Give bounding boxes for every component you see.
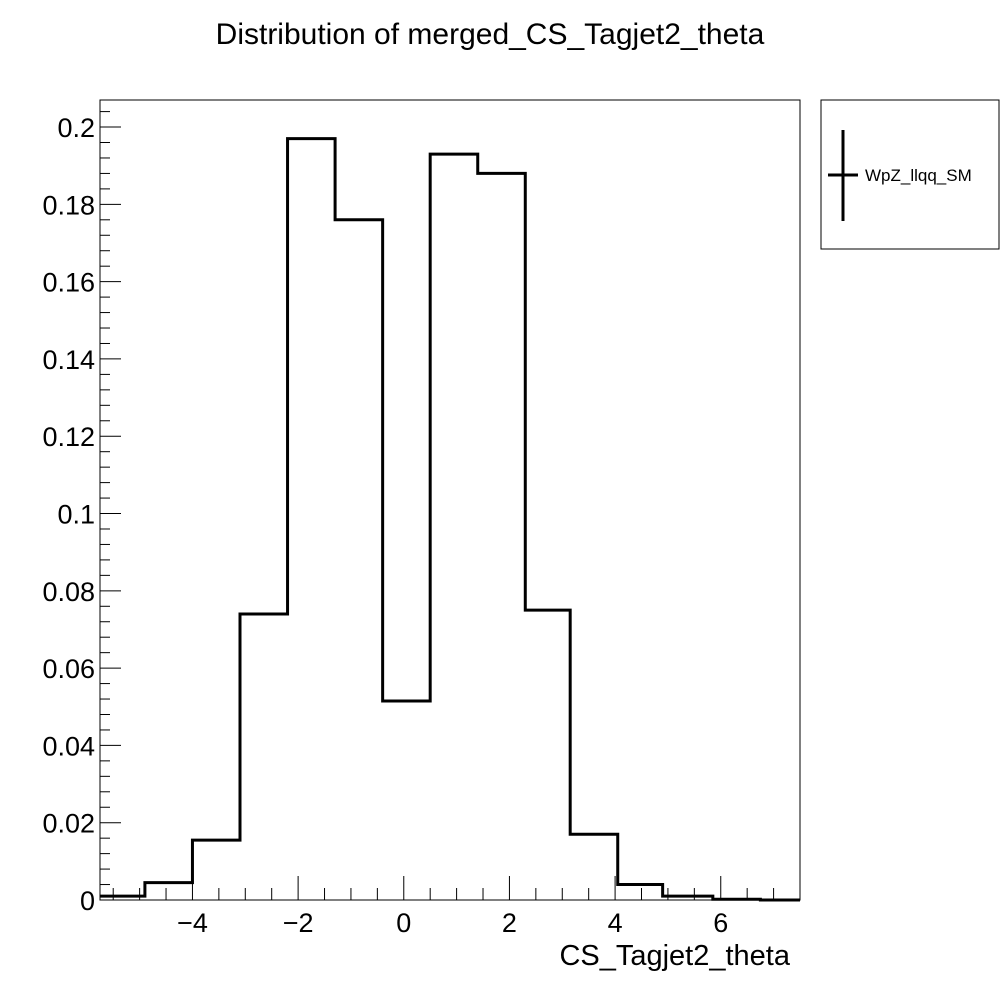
- x-tick-label: −4: [177, 908, 208, 938]
- histogram-bin: [525, 610, 570, 900]
- x-tick-label: 0: [396, 908, 411, 938]
- x-tick-label: −2: [283, 908, 314, 938]
- histogram-bin: [288, 139, 336, 900]
- histogram-bin: [478, 173, 526, 900]
- histogram-bin: [713, 899, 761, 900]
- chart-title: Distribution of merged_CS_Tagjet2_theta: [216, 18, 765, 51]
- y-tick-label: 0.1: [57, 500, 95, 530]
- histogram-bin: [145, 883, 193, 900]
- y-tick-label: 0.04: [42, 731, 95, 761]
- y-tick-label: 0.06: [42, 654, 95, 684]
- histogram-bin: [383, 701, 431, 900]
- x-tick-label: 4: [608, 908, 623, 938]
- histogram-bin: [192, 840, 240, 900]
- histogram-bin: [570, 834, 618, 900]
- y-tick-label: 0.18: [42, 190, 95, 220]
- y-tick-label: 0.12: [42, 422, 95, 452]
- y-axis: 0 0.02 0.04 0.06 0.08 0.1 0.12 0.14 0.16 0.18 0.2: [42, 112, 121, 916]
- histogram-bin: [240, 614, 288, 900]
- histogram-bin: [335, 220, 383, 900]
- x-tick-label: 2: [502, 908, 517, 938]
- legend-entry-label: WpZ_llqq_SM: [865, 166, 972, 185]
- y-tick-label: 0: [80, 886, 95, 916]
- histogram-bin: [618, 885, 663, 900]
- y-tick-label: 0.08: [42, 577, 95, 607]
- x-axis-label: CS_Tagjet2_theta: [559, 940, 790, 972]
- y-tick-label: 0.14: [42, 345, 95, 375]
- histogram-bin: [663, 896, 713, 900]
- legend: WpZ_llqq_SM: [821, 100, 999, 249]
- x-tick-label: 6: [713, 908, 728, 938]
- histogram-bin: [100, 896, 145, 900]
- series-layer: [100, 139, 800, 900]
- y-tick-label: 0.2: [57, 113, 95, 143]
- histogram-bin: [430, 154, 478, 900]
- y-tick-label: 0.02: [42, 809, 95, 839]
- y-tick-label: 0.16: [42, 268, 95, 298]
